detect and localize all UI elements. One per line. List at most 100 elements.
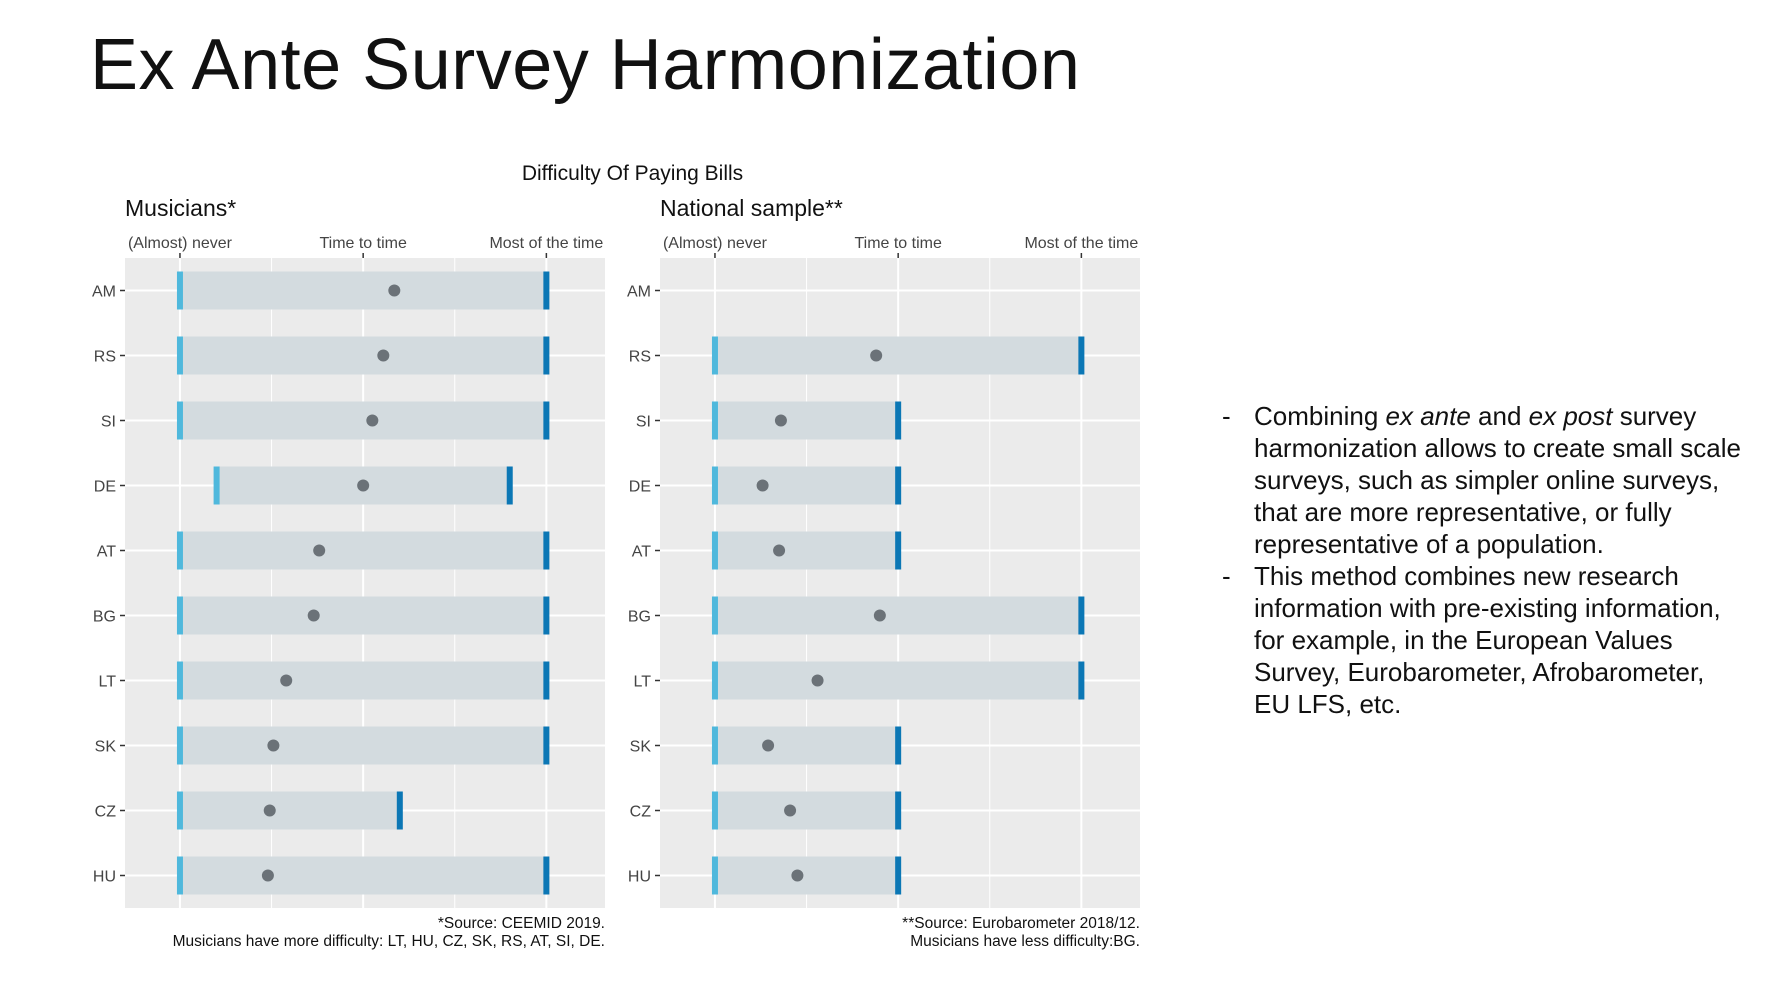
mean-point xyxy=(773,544,786,557)
chart-title: Difficulty Of Paying Bills xyxy=(522,162,743,185)
y-tick-label: RS xyxy=(629,349,651,366)
source-note: Musicians have more difficulty: LT, HU, … xyxy=(173,933,605,950)
x-tick-label: (Almost) never xyxy=(663,235,768,252)
bullet-item: - Combining ex ante and ex post survey ha… xyxy=(1222,400,1742,560)
x-tick-label: Most of the time xyxy=(489,235,603,252)
y-tick-label: CZ xyxy=(630,804,652,821)
y-tick-label: SK xyxy=(95,739,117,756)
bullet-text: Combining xyxy=(1254,401,1386,431)
min-marker xyxy=(176,271,183,310)
x-tick-label: Most of the time xyxy=(1024,235,1138,252)
range-band xyxy=(179,401,547,440)
source-note: *Source: CEEMID 2019. xyxy=(438,915,605,932)
x-tick-label: Time to time xyxy=(319,235,407,252)
range-band xyxy=(714,466,899,505)
mean-point xyxy=(784,804,797,817)
range-band xyxy=(714,531,899,570)
range-band xyxy=(714,401,899,440)
max-marker xyxy=(1078,336,1085,375)
panel-title: Musicians* xyxy=(125,195,236,221)
slide-title: Ex Ante Survey Harmonization xyxy=(90,25,1081,105)
source-note: **Source: Eurobarometer 2018/12. xyxy=(902,915,1140,932)
min-marker xyxy=(176,661,183,700)
max-marker xyxy=(543,336,550,375)
y-tick-label: AT xyxy=(97,544,116,561)
bullet-list: - Combining ex ante and ex post survey ha… xyxy=(1222,400,1742,720)
x-tick-label: (Almost) never xyxy=(128,235,233,252)
min-marker xyxy=(213,466,220,505)
y-tick-label: SK xyxy=(630,739,652,756)
mean-point xyxy=(313,544,326,557)
max-marker xyxy=(895,791,902,830)
max-marker xyxy=(543,661,550,700)
range-band xyxy=(714,596,1082,635)
range-band xyxy=(714,336,1082,375)
mean-point xyxy=(873,609,886,622)
y-tick-label: DE xyxy=(629,479,651,496)
y-tick-label: SI xyxy=(636,414,651,431)
max-marker xyxy=(543,726,550,765)
y-tick-label: LT xyxy=(99,674,117,691)
min-marker xyxy=(711,791,718,830)
mean-point xyxy=(388,284,401,297)
max-marker xyxy=(506,466,513,505)
min-marker xyxy=(711,466,718,505)
max-marker xyxy=(1078,596,1085,635)
panel-musicians: Musicians* (Almost) never Time to time Most… xyxy=(92,195,605,950)
bullet-italic-text: ex post xyxy=(1528,401,1613,431)
mean-point xyxy=(307,609,320,622)
max-marker xyxy=(895,531,902,570)
max-marker xyxy=(895,466,902,505)
min-marker xyxy=(176,401,183,440)
min-marker xyxy=(176,596,183,635)
bullet-dash: - xyxy=(1222,561,1231,591)
y-tick-label: AM xyxy=(92,284,116,301)
bullet-dash: - xyxy=(1222,401,1231,431)
max-marker xyxy=(895,726,902,765)
min-marker xyxy=(176,856,183,895)
mean-point xyxy=(756,479,769,492)
mean-point xyxy=(870,349,883,362)
panel-national-sample: National sample** (Almost) never Time to t… xyxy=(627,195,1140,950)
source-note: Musicians have less difficulty:BG. xyxy=(910,933,1140,950)
min-marker xyxy=(711,726,718,765)
mean-point xyxy=(357,479,370,492)
y-tick-label: AT xyxy=(632,544,651,561)
mean-point xyxy=(791,869,804,882)
range-band xyxy=(179,596,547,635)
max-marker xyxy=(543,271,550,310)
y-tick-label: HU xyxy=(628,869,651,886)
panel-title: National sample** xyxy=(660,195,843,221)
range-band xyxy=(714,856,899,895)
y-tick-label: RS xyxy=(94,349,116,366)
bullet-italic-text: ex ante xyxy=(1385,401,1471,431)
bullet-text: survey harmonization allows to create sm… xyxy=(1254,401,1741,559)
range-band xyxy=(179,531,547,570)
range-band xyxy=(179,856,547,895)
range-band xyxy=(179,271,547,310)
y-tick-label: LT xyxy=(634,674,652,691)
max-marker xyxy=(895,856,902,895)
y-tick-label: HU xyxy=(93,869,116,886)
y-tick-label: DE xyxy=(94,479,116,496)
range-band xyxy=(714,791,899,830)
x-tick-label: Time to time xyxy=(854,235,942,252)
max-marker xyxy=(543,856,550,895)
range-band xyxy=(179,661,547,700)
mean-point xyxy=(774,414,787,427)
range-band xyxy=(714,661,1082,700)
min-marker xyxy=(176,726,183,765)
range-band xyxy=(714,726,899,765)
mean-point xyxy=(811,674,824,687)
max-marker xyxy=(1078,661,1085,700)
bullet-item: - This method combines new research infor… xyxy=(1222,560,1742,720)
y-tick-label: CZ xyxy=(95,804,117,821)
mean-point xyxy=(280,674,293,687)
min-marker xyxy=(176,336,183,375)
range-band xyxy=(179,336,547,375)
mean-point xyxy=(366,414,379,427)
max-marker xyxy=(895,401,902,440)
range-band xyxy=(179,726,547,765)
min-marker xyxy=(176,791,183,830)
